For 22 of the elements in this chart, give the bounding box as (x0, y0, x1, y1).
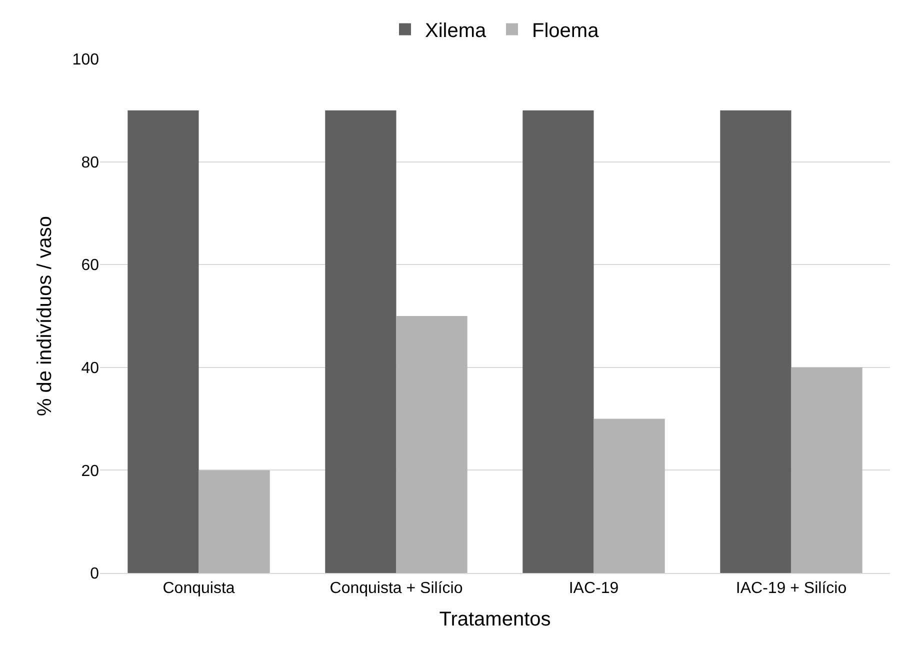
bar (791, 367, 862, 573)
y-tick-label: 20 (81, 462, 100, 480)
y-tick-label: 40 (81, 360, 100, 377)
x-axis-title: Tratamentos (439, 608, 551, 631)
bar (396, 316, 468, 573)
bar (720, 110, 792, 573)
bar (198, 470, 270, 573)
bar (325, 110, 396, 573)
y-tick-label: 80 (81, 154, 100, 172)
y-axis-title: % de indivíduos / vaso (34, 216, 56, 416)
x-tick-label: IAC-19 + Silício (736, 580, 847, 598)
bar (128, 110, 199, 573)
bar (522, 110, 594, 573)
x-tick-label: IAC-19 (568, 580, 619, 598)
y-tick-label: 60 (81, 257, 100, 274)
y-tick-label: 0 (90, 566, 100, 583)
bar (594, 418, 665, 573)
y-tick-label: 100 (72, 52, 100, 69)
legend-label: Floema (532, 20, 600, 42)
legend-label: Xilema (425, 20, 488, 42)
x-tick-label: Conquista (162, 580, 235, 598)
x-tick-label: Conquista + Silício (330, 580, 463, 598)
